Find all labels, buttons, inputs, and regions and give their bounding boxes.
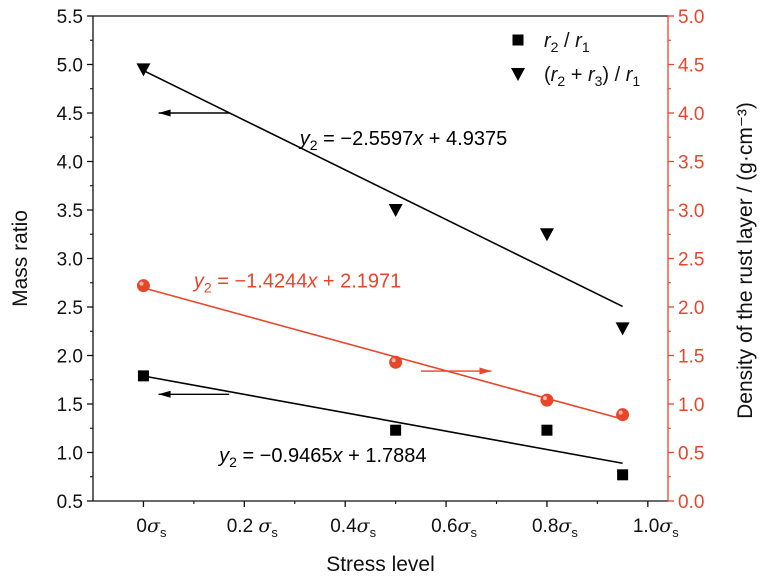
data-points bbox=[136, 63, 630, 481]
y-axis-title: Mass ratio bbox=[9, 210, 32, 307]
y-tick-label: 1.5 bbox=[57, 395, 83, 416]
y-tick-label: 5.5 bbox=[57, 7, 83, 28]
circle-point-highlight bbox=[139, 281, 144, 286]
y2-tick-label: 1.0 bbox=[678, 395, 704, 416]
y-tick-label: 2.0 bbox=[57, 347, 83, 368]
x-tick-label: 0σs bbox=[136, 515, 167, 540]
square-point bbox=[390, 424, 402, 436]
x-axis-title: Stress level bbox=[326, 553, 435, 576]
y-tick-label: 3.5 bbox=[57, 201, 83, 222]
y2-tick-label: 2.5 bbox=[678, 250, 704, 271]
legend-label: (r2​ + r3​) / r1​ bbox=[544, 64, 640, 89]
circle-point-highlight bbox=[542, 396, 547, 401]
fit-equation-1: y2 = −1.4244x + 2.1971 bbox=[192, 271, 401, 296]
legend-marker-triangle bbox=[511, 68, 525, 81]
legend: r2​ / r1​ (r2​ + r3​) / r1​ bbox=[511, 30, 640, 89]
y2-tick-label: 1.5 bbox=[678, 347, 704, 368]
axis-arrow-head-2 bbox=[158, 390, 171, 398]
x-tick-label: 0.2 σs bbox=[227, 515, 279, 540]
y-tick-label: 1.0 bbox=[57, 444, 83, 465]
triangle-point bbox=[615, 322, 630, 336]
y2-tick-label: 3.0 bbox=[678, 201, 704, 222]
square-point bbox=[617, 469, 629, 481]
y2-tick-label: 3.5 bbox=[678, 153, 704, 174]
square-point bbox=[541, 424, 553, 436]
y-tick-label: 5.0 bbox=[57, 56, 83, 77]
y2-tick-label: 0.0 bbox=[678, 492, 704, 513]
x-tick-label: 0.6σs bbox=[431, 515, 477, 540]
fit-equation-0: y2 = −2.5597x + 4.9375 bbox=[298, 128, 507, 153]
circle-point bbox=[136, 279, 150, 293]
axis-arrow-head-0 bbox=[158, 109, 171, 117]
fit-line-1 bbox=[143, 69, 623, 308]
y2-axis-title: Density of the rust layer / (g·cm⁻³) bbox=[734, 102, 757, 419]
axis-arrow-head-1 bbox=[479, 367, 492, 375]
x-tick-label: 0.4σs bbox=[330, 515, 376, 540]
triangle-point bbox=[388, 204, 403, 217]
circle-point bbox=[389, 355, 403, 369]
y-tick-label: 2.5 bbox=[57, 298, 83, 319]
annotations: y2 = −2.5597x + 4.9375 y2 = −1.4244x + 2.… bbox=[158, 109, 507, 470]
triangle-point bbox=[539, 228, 554, 242]
y-tick-label: 4.5 bbox=[57, 104, 83, 125]
y2-tick-label: 0.5 bbox=[678, 444, 704, 465]
y2-tick-label: 4.5 bbox=[678, 56, 704, 77]
axes: 0.5 1.0 1.5 2.0 2.5 3.0 3.5 4.0 4.5 5.0 5.5 0.0 0.5 1… bbox=[57, 7, 705, 540]
y2-tick-label: 2.0 bbox=[678, 298, 704, 319]
y2-tick-label: 5.0 bbox=[678, 7, 704, 28]
y-tick-label: 0.5 bbox=[57, 492, 83, 513]
y-tick-label: 4.0 bbox=[57, 153, 83, 174]
y-tick-label: 3.0 bbox=[57, 250, 83, 271]
circle-point bbox=[616, 408, 630, 422]
x-tick-label: 0.8σs bbox=[532, 515, 578, 540]
circle-point-highlight bbox=[391, 358, 396, 363]
y2-tick-label: 4.0 bbox=[678, 104, 704, 125]
square-point bbox=[137, 370, 149, 382]
fit-line-0 bbox=[143, 375, 623, 465]
circle-point-highlight bbox=[618, 410, 623, 415]
legend-label: r2​ / r1​ bbox=[544, 30, 590, 55]
triangle-point bbox=[136, 63, 151, 77]
fit-equation-2: y2 = −0.9465x + 1.7884 bbox=[217, 445, 426, 470]
circle-point bbox=[540, 393, 554, 407]
x-tick-label: 1.0σs bbox=[633, 515, 679, 540]
legend-marker-square bbox=[512, 34, 524, 46]
